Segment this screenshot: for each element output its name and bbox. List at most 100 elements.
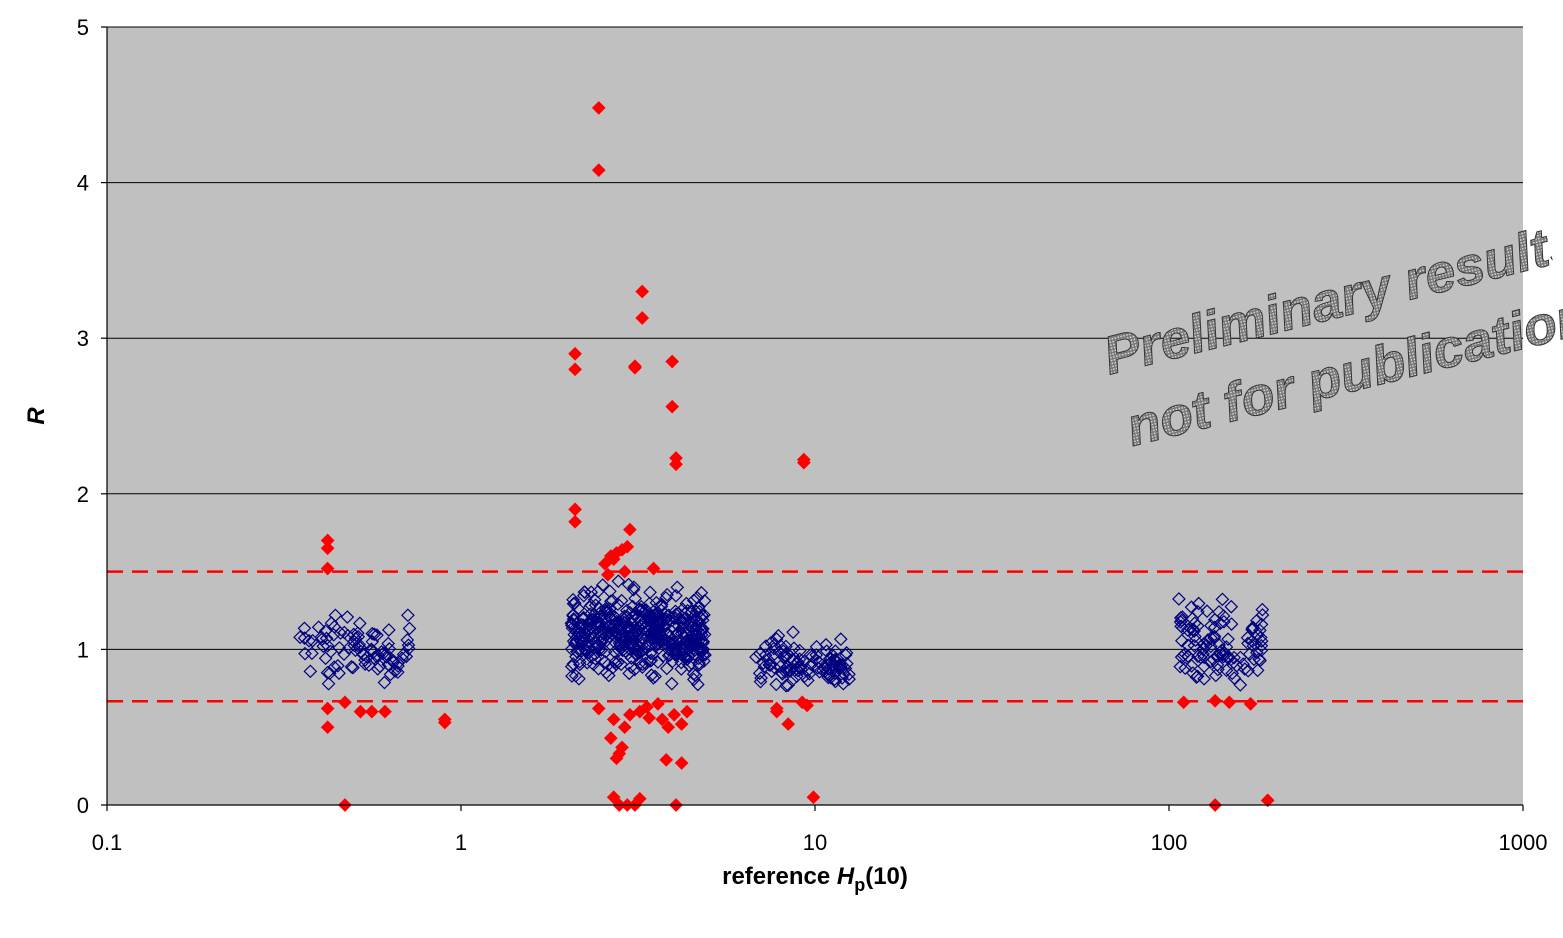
hollow-diamond-point [654,612,668,627]
hollow-diamond-point [1197,671,1211,686]
filled-diamond-point [320,561,335,576]
hollow-diamond-point [623,620,638,635]
hollow-diamond-point [566,596,581,611]
hollow-diamond-point [670,580,685,595]
hollow-diamond-point [812,664,827,679]
hollow-diamond-point [779,662,794,676]
hollow-diamond-point [1207,629,1222,644]
hollow-diamond-point [838,648,853,662]
hollow-diamond-point [330,658,345,673]
hollow-diamond-point [1248,637,1263,652]
hollow-diamond-point [1247,652,1261,667]
hollow-diamond-point [1227,650,1241,665]
hollow-diamond-point [615,628,630,642]
x-axis-title-prefix: reference [722,863,837,890]
filled-diamond-point [437,715,452,730]
hollow-diamond-point [1224,599,1239,614]
filled-diamond-point [651,697,665,711]
filled-diamond-point [601,567,615,582]
hollow-diamond-point [337,625,352,640]
x-axis-title-var: H [837,863,855,890]
hollow-diamond-point [1172,592,1186,606]
hollow-diamond-point [762,658,777,672]
hollow-diamond-point [1187,624,1201,639]
filled-diamond-point [606,790,621,805]
hollow-diamond-point [842,672,856,687]
axes-lines [106,27,1523,806]
hollow-diamond-point [1188,633,1203,647]
hollow-diamond-point [603,602,617,616]
hollow-diamond-point [1216,609,1231,623]
hollow-diamond-point [630,647,644,662]
hollow-diamond-point [586,629,601,644]
hollow-diamond-point [648,669,662,684]
hollow-diamond-point [337,647,351,661]
hollow-diamond-point [587,592,602,607]
filled-diamond-point [338,695,352,710]
hollow-diamond-point [1211,662,1225,677]
hollow-diamond-point [631,610,645,625]
hollow-diamond-point [1227,671,1242,685]
hollow-diamond-point [584,585,599,600]
hollow-diamond-point [564,616,579,630]
hollow-diamond-point [1230,658,1244,673]
y-axis-title: R [23,407,50,425]
hollow-diamond-point [687,621,702,636]
filled-diamond-point [620,539,635,554]
hollow-diamond-point [624,626,639,641]
hollow-diamond-point [297,621,312,636]
x-axis-title-sub: p [854,875,865,895]
hollow-diamond-point [660,587,674,602]
plot-area [107,27,1523,805]
hollow-diamond-point [399,649,414,664]
series-hollow-diamonds [293,574,1270,693]
filled-diamond-point [378,704,392,719]
hollow-diamond-point [1191,596,1206,611]
filled-diamond-point [1176,695,1191,710]
hollow-diamond-point [605,593,620,608]
filled-diamond-point [320,720,335,735]
hollow-diamond-point [377,675,392,690]
hollow-diamond-point [1196,647,1210,661]
filled-diamond-point [665,399,680,414]
hollow-diamond-point [687,632,701,647]
hollow-diamond-point [603,611,618,625]
hollow-diamond-point [316,639,331,654]
filled-diamond-point [642,711,656,725]
hollow-diamond-point [1217,614,1231,629]
hollow-diamond-point [1180,623,1195,637]
hollow-diamond-point [624,651,639,665]
hollow-diamond-point [326,627,341,642]
hollow-diamond-point [1178,661,1193,676]
hollow-diamond-point [678,606,693,621]
hollow-diamond-point [1174,610,1188,625]
hollow-diamond-point [775,667,790,681]
filled-diamond-point [623,522,637,537]
hollow-diamond-point [651,655,665,669]
hollow-diamond-point [293,630,307,645]
hollow-diamond-point [690,638,705,653]
hollow-diamond-point [697,654,711,668]
hollow-diamond-point [771,628,786,643]
hollow-diamond-point [1255,602,1270,617]
filled-diamond-point [365,704,379,719]
hollow-diamond-point [566,592,580,607]
hollow-diamond-point [679,596,694,611]
hollow-diamond-point [635,623,650,638]
hollow-diamond-point [367,651,381,665]
hollow-diamond-point [694,642,709,657]
hollow-diamond-point [576,610,591,625]
hollow-diamond-point [645,608,659,623]
filled-diamond-point [1260,793,1275,808]
filled-diamond-point [796,455,811,470]
hollow-diamond-point [344,660,359,674]
filled-diamond-point [1222,695,1237,710]
hollow-diamond-point [654,634,669,648]
filled-diamond-point [568,362,582,377]
x-tick-label: 100 [1151,830,1188,855]
hollow-diamond-point [402,621,417,636]
hollow-diamond-point [382,642,397,656]
filled-diamond-point [659,753,674,767]
hollow-diamond-point [809,639,824,654]
hollow-diamond-point [627,662,642,677]
